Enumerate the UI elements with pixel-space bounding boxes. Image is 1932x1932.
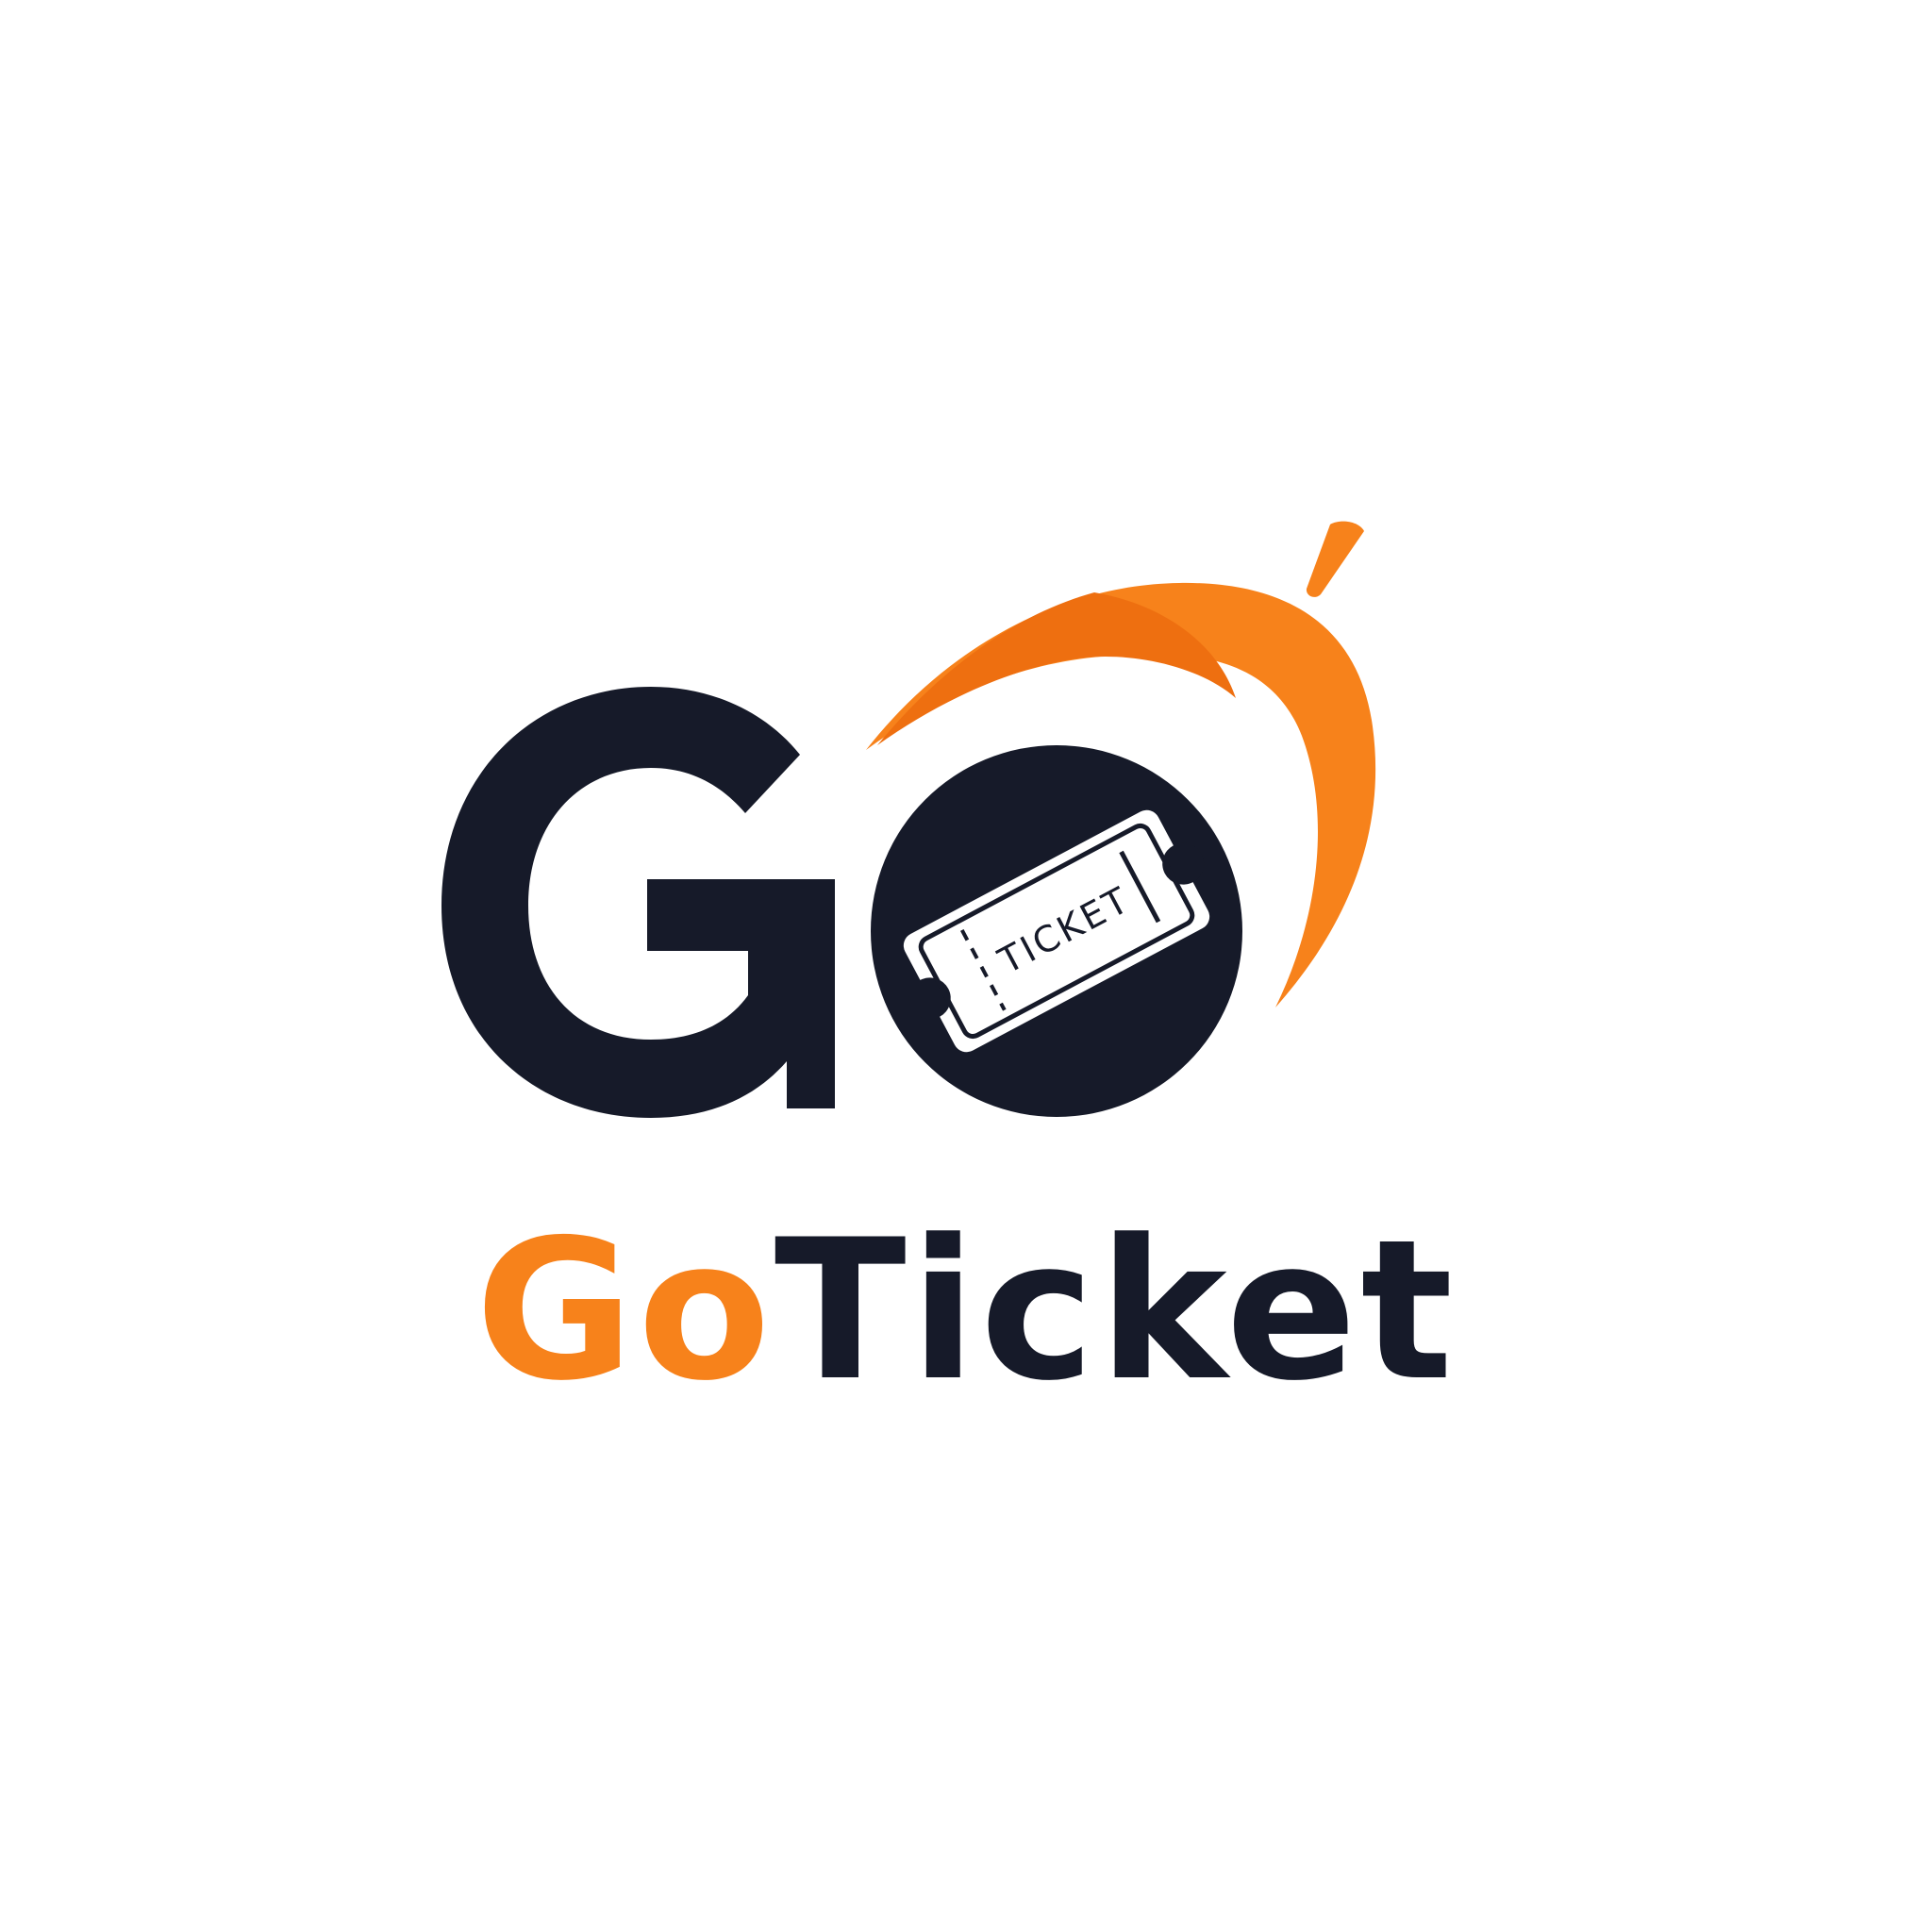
wordmark-go: Go [475,1199,774,1424]
logo-letter-g [441,687,835,1118]
brand-wordmark: GoTicket [0,1198,1932,1424]
wordmark-ticket: Ticket [774,1199,1457,1424]
swoosh-icon [866,521,1376,1008]
ticket-icon: TICKET [871,745,1242,1117]
